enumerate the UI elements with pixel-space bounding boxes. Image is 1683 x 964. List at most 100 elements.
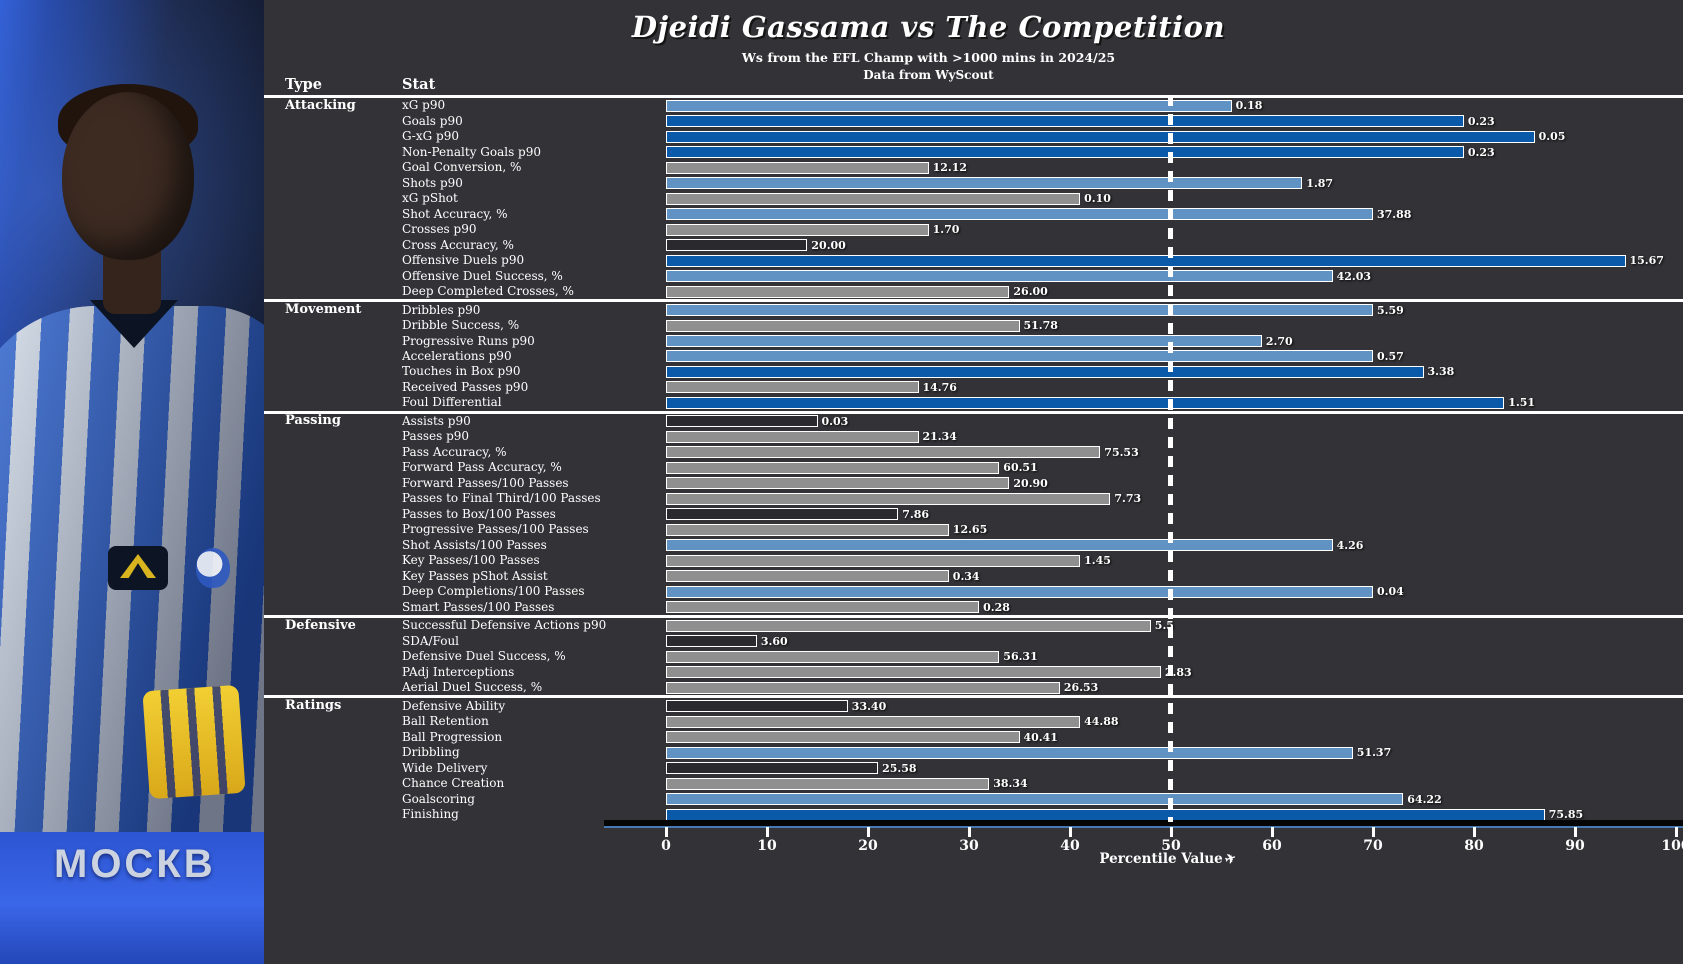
bar-value-label: 56.31 (1003, 650, 1038, 664)
percentile-bar (666, 396, 1505, 409)
percentile-bar (666, 430, 919, 443)
bar-value-label: 1.87 (1306, 176, 1334, 190)
stat-row: Progressive Runs p90 2.70 (264, 333, 1683, 348)
bar-value-label: 0.04 (1377, 585, 1404, 599)
stat-label: Dribble Success, % (402, 318, 520, 333)
stat-row: Offensive Duels p90 15.67 (264, 253, 1683, 268)
axis-tick (867, 827, 870, 837)
stat-row: Defensive Successful Defensive Actions p9… (264, 614, 1683, 633)
stat-row: Passes p90 21.34 (264, 429, 1683, 444)
x-axis-label: Percentile Value✈ (1099, 850, 1239, 869)
section-label (264, 237, 402, 252)
stat-row: Dribbling 51.37 (264, 745, 1683, 760)
axis-tick-label: 50 (1161, 838, 1181, 854)
stat-label: Offensive Duels p90 (402, 253, 525, 268)
axis-tick-label: 20 (858, 838, 878, 854)
bar-value-label: 37.88 (1377, 207, 1412, 221)
bar-value-label: 64.22 (1407, 792, 1442, 806)
axis-tick (1069, 827, 1072, 837)
stat-row: Progressive Passes/100 Passes 12.65 (264, 522, 1683, 537)
bar-value-label: 0.05 (1538, 130, 1566, 144)
fifty-percentile-dashed-line (1168, 95, 1173, 822)
percentile-bar (666, 700, 848, 713)
stat-label: Deep Completions/100 Passes (402, 584, 585, 599)
section-label (264, 113, 402, 128)
bar-zone: 0.23 (666, 113, 1676, 128)
percentile-bar (666, 208, 1373, 221)
section-label (264, 268, 402, 283)
stat-label: Passes to Final Third/100 Passes (402, 491, 601, 506)
stat-label: Cross Accuracy, % (402, 237, 514, 252)
axis-tick-label: 10 (757, 838, 777, 854)
section-label (264, 144, 402, 159)
stat-row: Touches in Box p90 3.38 (264, 364, 1683, 379)
bar-zone: 12.65 (666, 522, 1676, 537)
percentile-bar (666, 335, 1262, 347)
bar-zone: 42.03 (666, 268, 1676, 283)
stat-label: Shot Accuracy, % (402, 206, 508, 221)
bar-zone: 26.53 (666, 680, 1676, 695)
section-label (264, 714, 402, 729)
stat-label: Shot Assists/100 Passes (402, 537, 547, 552)
percentile-bar (666, 270, 1333, 283)
bar-zone: 5.5 (666, 618, 1676, 633)
section-label (264, 776, 402, 791)
bar-zone: 1.87 (666, 175, 1676, 190)
stat-row: Passing Assists p90 0.03 (264, 410, 1683, 429)
section-label (264, 460, 402, 475)
column-headers: Type Stat (264, 76, 1683, 95)
axis-tick (968, 827, 971, 837)
axis-tick (1675, 827, 1678, 837)
player-head (62, 92, 194, 260)
bar-zone: 2.70 (666, 333, 1676, 348)
stat-row: Shots p90 1.87 (264, 175, 1683, 190)
section-label (264, 807, 402, 822)
axis-tick (1170, 827, 1173, 837)
bar-value-label: 3.60 (760, 634, 788, 648)
stat-row: Crosses p90 1.70 (264, 222, 1683, 237)
stat-row: Deep Completed Crosses, % 26.00 (264, 284, 1683, 299)
stat-row: Forward Pass Accuracy, % 60.51 (264, 460, 1683, 475)
advertising-board-text: МОСКВ (54, 842, 216, 886)
stat-row: Movement Dribbles p90 5.59 (264, 299, 1683, 317)
percentile-bar (666, 650, 1000, 663)
percentile-bar (666, 115, 1464, 128)
stat-row: Non-Penalty Goals p90 0.23 (264, 144, 1683, 159)
section-label (264, 333, 402, 348)
stat-label: Received Passes p90 (402, 379, 529, 394)
percentile-bar (666, 523, 949, 536)
stat-label: Ball Retention (402, 714, 489, 729)
bar-zone: 14.76 (666, 380, 1676, 395)
bar-zone: 21.34 (666, 429, 1676, 444)
stat-label: Deep Completed Crosses, % (402, 284, 574, 299)
axis-tick (1271, 827, 1274, 837)
stat-row: Ball Retention 44.88 (264, 714, 1683, 729)
stat-label: Touches in Box p90 (402, 364, 521, 379)
axis-tick-label: 60 (1262, 838, 1282, 854)
section-label (264, 429, 402, 444)
stat-label: Dribbling (402, 745, 460, 760)
bar-value-label: 20.90 (1013, 476, 1048, 490)
stat-label: PAdj Interceptions (402, 664, 515, 679)
section-label (264, 129, 402, 144)
axis-tick-label: 40 (1060, 838, 1080, 854)
stat-row: Pass Accuracy, % 75.53 (264, 445, 1683, 460)
bar-zone: 26.00 (666, 284, 1676, 299)
bar-zone: 0.57 (666, 349, 1676, 364)
bar-zone: 75.53 (666, 445, 1676, 460)
section-label (264, 553, 402, 568)
stat-row: Dribble Success, % 51.78 (264, 318, 1683, 333)
percentile-bar (666, 508, 899, 521)
section-label (264, 491, 402, 506)
bar-value-label: 5.5 (1154, 619, 1174, 633)
section-label (264, 222, 402, 237)
stat-column-header: Stat (402, 76, 436, 93)
stat-label: Accelerations p90 (402, 348, 512, 363)
stat-label: Aerial Duel Success, % (402, 680, 543, 695)
section-label (264, 175, 402, 190)
section-label: Attacking (285, 98, 356, 113)
paper-plane-icon: ✈ (1223, 850, 1239, 869)
x-axis-line (604, 820, 1683, 828)
section-label (264, 284, 402, 299)
percentile-chart: Djeidi Gassama vs The Competition Ws fro… (264, 0, 1683, 964)
